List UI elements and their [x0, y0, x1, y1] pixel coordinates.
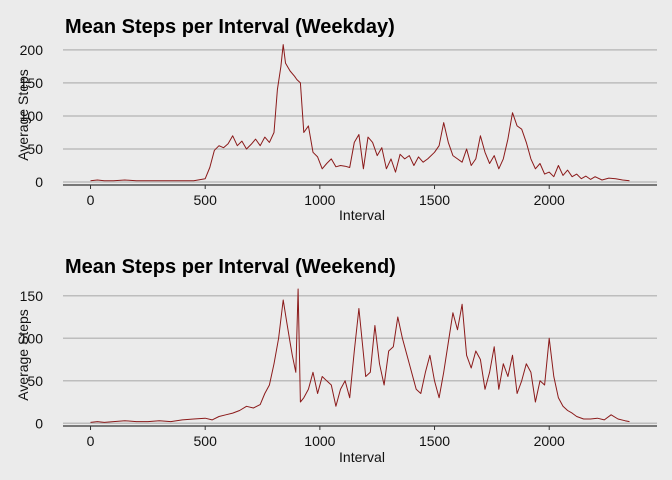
panel-weekend: Mean Steps per Interval (Weekend) Interv… [15, 256, 657, 465]
y-axis-label: Average Steps [15, 69, 31, 161]
x-axis-label: Interval [339, 449, 385, 465]
x-tick-label: 1000 [304, 433, 335, 449]
y-tick-label: 150 [20, 288, 44, 304]
panel-weekday: Mean Steps per Interval (Weekday) Interv… [15, 16, 657, 223]
x-tick-label: 500 [194, 192, 218, 208]
y-tick-label: 200 [20, 42, 44, 58]
y-tick-label: 100 [20, 108, 44, 124]
x-tick-label: 2000 [534, 192, 565, 208]
panel-title: Mean Steps per Interval (Weekday) [65, 16, 395, 38]
gridlines [63, 49, 657, 183]
x-tick-label: 0 [87, 433, 95, 449]
series-line-weekend [90, 288, 630, 423]
y-axis-label: Average Steps [15, 309, 31, 401]
x-tick-label: 0 [87, 192, 95, 208]
x-tick-label: 500 [194, 433, 218, 449]
x-axis-ticks: 0 500 1000 1500 2000 [87, 426, 565, 449]
x-tick-label: 1500 [419, 433, 450, 449]
x-tick-label: 2000 [534, 433, 565, 449]
x-tick-label: 1000 [304, 192, 335, 208]
y-axis-ticks: 0 50 100 150 200 [20, 42, 44, 190]
y-tick-label: 150 [20, 75, 44, 91]
y-tick-label: 0 [35, 174, 43, 190]
x-axis-ticks: 0 500 1000 1500 2000 [87, 185, 565, 208]
y-tick-label: 0 [35, 415, 43, 431]
x-tick-label: 1500 [419, 192, 450, 208]
panel-title: Mean Steps per Interval (Weekend) [65, 256, 396, 278]
y-tick-label: 50 [27, 373, 43, 389]
x-axis-label: Interval [339, 207, 385, 223]
series-line-weekday [90, 44, 630, 182]
y-tick-label: 100 [20, 330, 44, 346]
gridlines [63, 295, 657, 425]
y-axis-ticks: 0 50 100 150 [20, 288, 44, 432]
y-tick-label: 50 [27, 141, 43, 157]
